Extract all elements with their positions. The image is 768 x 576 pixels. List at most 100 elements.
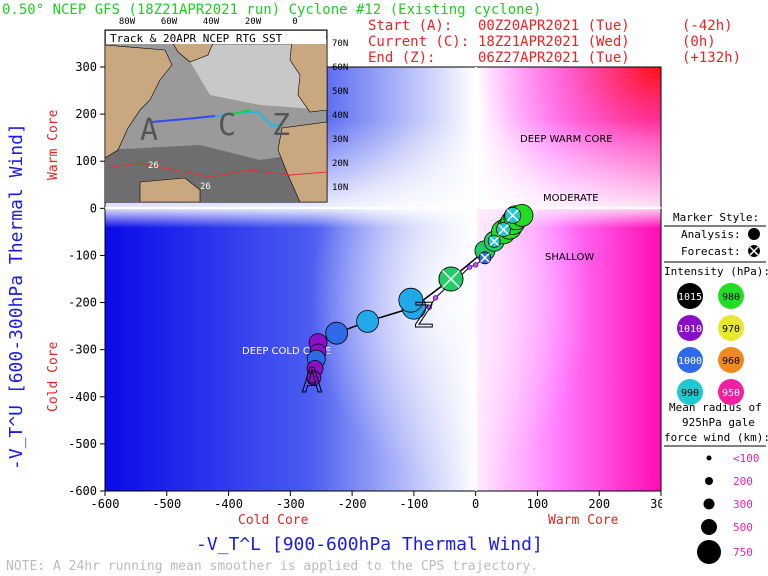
track-point [356, 309, 379, 333]
inset-label-a: A [140, 113, 158, 148]
inset-lat-labels: 70N 60N 50N 40N 30N 20N 10N [332, 39, 348, 193]
y-tick-label: -200 [68, 296, 97, 310]
y-tick-label: 0 [90, 201, 97, 215]
inset-lat-label: 60N [332, 63, 348, 73]
track-tail-point [426, 304, 433, 310]
y-axis-title: -V_T^U [600-300hPa Thermal Wind] [6, 123, 27, 470]
inset-south-america [139, 177, 201, 203]
x-tick-label: 100 [527, 497, 549, 511]
current-offset: (0h) [682, 34, 716, 50]
track-tail-point [432, 295, 439, 301]
track-point [398, 287, 424, 313]
legend-radius-title-3: force wind (km): [664, 431, 768, 444]
legend-analysis-marker [748, 228, 760, 240]
inset-title: Track & 20APR NCEP RTG SST [110, 32, 283, 45]
y-tick-label: -300 [68, 343, 97, 357]
inset-lat-label: 70N [332, 39, 348, 49]
inset-north-america [104, 44, 173, 159]
intensity-label: 1000 [678, 356, 702, 367]
radius-swatch [697, 540, 721, 564]
current-time: 18Z21APR2021 (Wed) [478, 34, 630, 50]
end-offset: (+132h) [682, 50, 741, 66]
inset-europe [289, 37, 328, 113]
inset-map: Track & 20APR NCEP RTG SST A C Z 26 26 8… [104, 17, 348, 203]
intensity-label: 1010 [678, 324, 702, 335]
legend-marker-title: Marker Style: [673, 211, 759, 224]
y-axis-top-label: Warm Core [46, 109, 61, 180]
y-tick-labels: -600 -500 -400 -300 -200 -100 0 100 200 300 [68, 60, 105, 498]
radius-swatch [701, 519, 717, 535]
radius-swatch [706, 455, 712, 461]
x-tick-label: -200 [338, 497, 367, 511]
intensity-swatch [677, 379, 703, 405]
y-tick-label: 100 [75, 154, 97, 168]
inset-track-early [151, 115, 216, 123]
x-tick-label: -400 [214, 497, 243, 511]
inset-label-z: Z [272, 108, 290, 143]
x-tick-label: 200 [588, 497, 610, 511]
x-tick-label: 0 [472, 497, 479, 511]
track-tail-point [466, 264, 473, 270]
intensity-label: 990 [681, 388, 699, 399]
inset-lon-label: 60W [161, 17, 178, 27]
forecast-cross [506, 209, 519, 222]
chart-title: 0.50° NCEP GFS (18Z21APR2021 run) Cyclon… [2, 2, 541, 18]
radius-label: 500 [733, 521, 753, 534]
legend-radius-title-2: 925hPa gale [682, 416, 755, 429]
intensity-label: 950 [722, 388, 740, 399]
region-shallow: SHALLOW [545, 252, 594, 263]
inset-lat-label: 30N [332, 135, 348, 145]
x-tick-label: -600 [91, 497, 120, 511]
inset-lon-label: 20W [245, 17, 262, 27]
x-axis-title: -V_T^L [900-600hPa Thermal Wind] [196, 534, 543, 555]
inset-lon-label: 40W [203, 17, 220, 27]
start-label: Start (A): [368, 18, 452, 34]
inset-lon-labels: 80W 60W 40W 20W 0 [119, 17, 298, 27]
plot-frame [104, 66, 662, 492]
end-time: 06Z27APR2021 (Tue) [478, 50, 630, 66]
forecast-cross [498, 224, 509, 235]
intensity-label: 980 [722, 292, 740, 303]
intensity-label: 1015 [678, 292, 702, 303]
radius-label: <100 [733, 452, 760, 465]
current-label: Current (C): [368, 34, 469, 50]
inset-lat-label: 10N [332, 183, 348, 193]
inset-cold-ocean [180, 45, 327, 110]
intensity-label: 960 [722, 356, 740, 367]
y-axis-bottom-label: Cold Core [46, 341, 61, 412]
start-time: 00Z20APR2021 (Tue) [478, 18, 630, 34]
forecast-cross [480, 253, 490, 263]
intensity-swatch [718, 379, 744, 405]
intensity-swatch [718, 315, 744, 341]
track-point [306, 370, 322, 386]
track-end-label: Z [413, 296, 433, 336]
intensity-swatch [677, 347, 703, 373]
forecast-cross [489, 236, 499, 247]
legend: Marker Style: Analysis: Forecast: Intens… [662, 208, 768, 576]
x-tick-label: -500 [152, 497, 181, 511]
start-offset: (-42h) [682, 18, 733, 34]
track-start-label: A [302, 361, 322, 401]
y-tick-label: 300 [75, 60, 97, 74]
inset-track-current [231, 109, 251, 115]
region-moderate: MODERATE [543, 193, 599, 204]
intensity-label: 970 [722, 324, 740, 335]
y-tick-label: -500 [68, 437, 97, 451]
region-deep-cold-core: DEEP COLD CORE [242, 346, 331, 357]
legend-analysis-label: Analysis: [681, 228, 741, 241]
intensity-swatch [718, 347, 744, 373]
legend-forecast-label: Forecast: [681, 245, 741, 258]
inset-sst-isotherm [104, 162, 328, 178]
inset-africa [277, 121, 328, 203]
y-tick-label: -100 [68, 248, 97, 262]
track-point [325, 321, 349, 345]
x-tick-label: -100 [399, 497, 428, 511]
smoother-note: NOTE: A 24hr running mean smoother is ap… [6, 559, 538, 574]
forecast-cross [442, 270, 460, 288]
legend-intensity-title: Intensity (hPa): [664, 265, 768, 278]
radius-label: 750 [733, 546, 753, 559]
x-axis-right-label: Warm Core [548, 513, 619, 528]
y-tick-label: -400 [68, 390, 97, 404]
inset-sst-label-2: 26 [200, 182, 211, 192]
